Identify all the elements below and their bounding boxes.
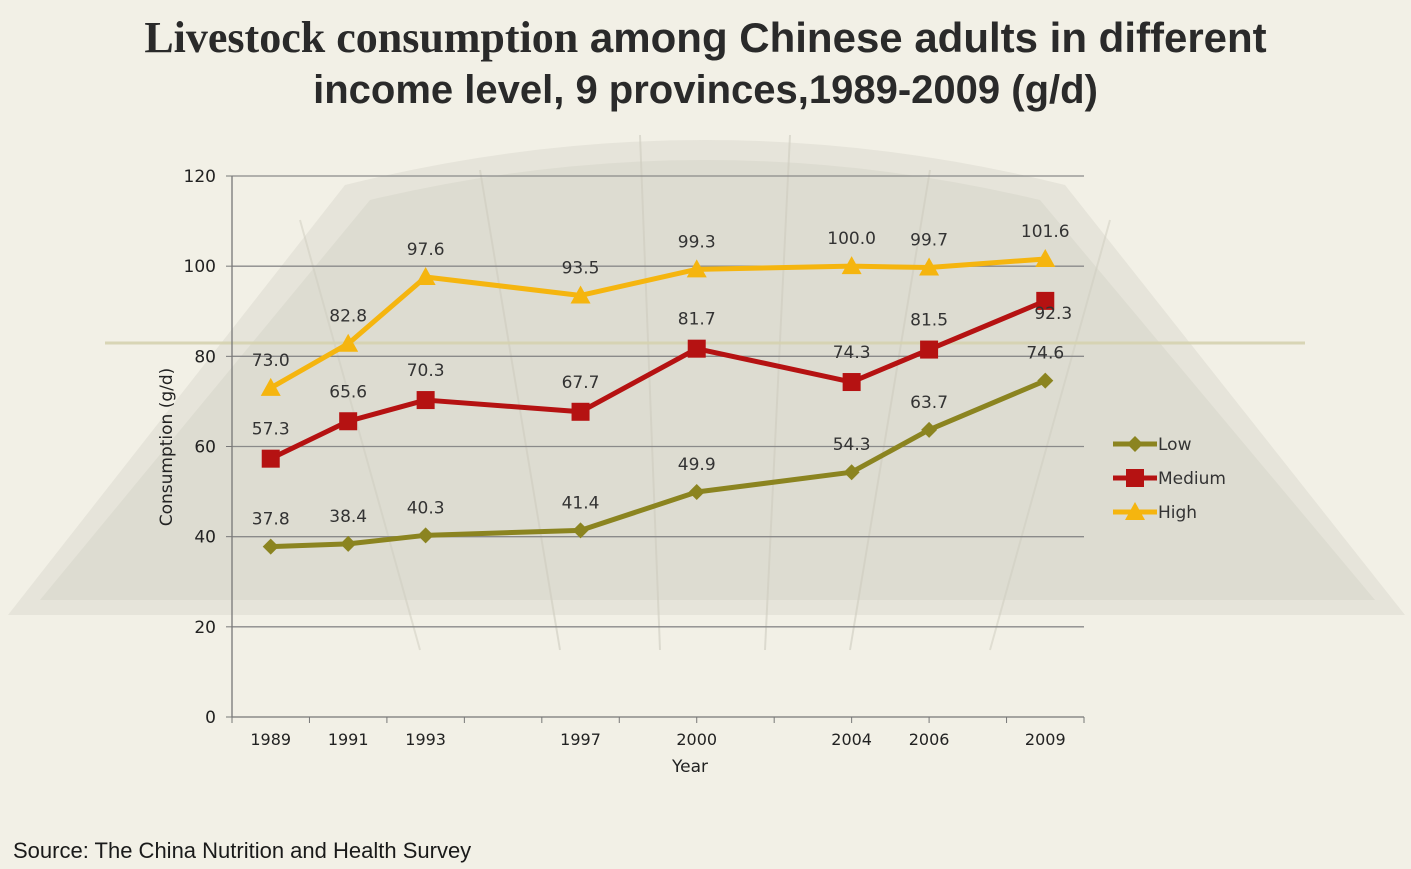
data-point	[1037, 372, 1054, 389]
data-point	[416, 391, 435, 410]
series-line	[270, 378, 1047, 550]
x-tick-label: 2006	[909, 730, 950, 749]
title-line-2: income level, 9 provinces,1989-2009 (g/d…	[313, 68, 1098, 112]
source-note: Source: The China Nutrition and Health S…	[13, 838, 472, 863]
x-tick-label: 1997	[560, 730, 601, 749]
data-point	[1035, 248, 1056, 267]
legend-item-high: High	[1113, 502, 1197, 523]
legend-label: Low	[1158, 435, 1192, 455]
data-label: 57.3	[252, 420, 290, 440]
data-label: 63.7	[910, 393, 948, 413]
legend-label: High	[1158, 503, 1197, 523]
data-label: 92.3	[1034, 304, 1072, 324]
data-point	[842, 373, 861, 392]
data-label: 99.7	[910, 231, 948, 251]
data-point	[417, 527, 434, 544]
x-tick-label: 2004	[831, 730, 872, 749]
data-label: 37.8	[252, 510, 290, 530]
data-point	[570, 285, 591, 304]
x-axis-label: Year	[671, 757, 708, 777]
data-label: 73.0	[252, 351, 290, 371]
data-label: 99.3	[678, 232, 716, 252]
data-label: 65.6	[329, 382, 367, 402]
data-point	[843, 464, 860, 481]
data-point	[262, 538, 279, 555]
x-tick-label: 1993	[405, 730, 446, 749]
data-point	[338, 333, 359, 352]
data-point	[572, 522, 589, 539]
data-label: 74.3	[833, 343, 871, 363]
data-point	[919, 257, 940, 276]
data-label: 38.4	[329, 507, 367, 527]
y-tick-label: 120	[184, 167, 216, 187]
data-label: 81.7	[678, 310, 716, 330]
data-label: 100.0	[827, 229, 876, 249]
data-point	[686, 259, 707, 278]
data-point	[1036, 291, 1055, 310]
y-tick-label: 100	[184, 257, 216, 277]
data-label: 82.8	[329, 307, 367, 327]
y-tick-label: 0	[205, 708, 216, 728]
data-point	[920, 340, 939, 359]
legend-marker	[1127, 436, 1143, 452]
data-label: 93.5	[562, 258, 600, 278]
data-label: 97.6	[407, 240, 445, 260]
data-label: 41.4	[562, 493, 600, 513]
data-label: 70.3	[407, 361, 445, 381]
data-label: 101.6	[1021, 222, 1070, 242]
series-low: 37.8 38.4 40.3 41.4 49.9 54.3 63.7 74.6	[252, 344, 1064, 555]
chart-title: Livestock consumption among Chinese adul…	[0, 12, 1411, 116]
data-label: 74.6	[1026, 344, 1064, 364]
data-point	[340, 535, 357, 552]
y-tick-label: 20	[194, 618, 216, 638]
series-high: 73.0 82.8 97.6 93.5 99.3 100.0 99.7 101.6	[252, 222, 1070, 396]
series-line	[269, 256, 1046, 391]
data-label: 81.5	[910, 311, 948, 331]
title-part-2: among Chinese adults in different	[578, 14, 1267, 61]
data-label: 40.3	[407, 498, 445, 518]
legend-label: Medium	[1158, 469, 1226, 489]
data-point	[688, 484, 705, 501]
series-line	[269, 298, 1047, 461]
data-label: 49.9	[678, 455, 716, 475]
data-point	[415, 266, 436, 285]
x-tick-label: 2009	[1025, 730, 1066, 749]
legend-item-medium: Medium	[1113, 469, 1226, 489]
data-point	[260, 377, 281, 396]
data-label: 67.7	[562, 373, 600, 393]
axes: 0 20 40 60 80 100 120 1989 1991 1993 1997 2000 2004 2…	[157, 167, 1085, 777]
y-tick-label: 80	[194, 347, 216, 367]
data-label: 54.3	[833, 435, 871, 455]
data-point	[571, 402, 590, 421]
x-tick-label: 1989	[250, 730, 291, 749]
data-point	[687, 339, 706, 358]
y-tick-label: 40	[194, 528, 216, 548]
data-point	[261, 449, 280, 468]
y-tick-label: 60	[194, 438, 216, 458]
legend-marker	[1126, 469, 1144, 487]
data-point	[921, 421, 938, 438]
data-point	[339, 412, 358, 431]
y-axis-label: Consumption (g/d)	[157, 368, 177, 527]
series-group: 37.8 38.4 40.3 41.4 49.9 54.3 63.7 74.6 57.3 65.6…	[252, 222, 1072, 555]
x-tick-label: 1991	[328, 730, 369, 749]
x-tick-label: 2000	[676, 730, 717, 749]
series-medium: 57.3 65.6 70.3 67.7 81.7 74.3 81.5 92.3	[252, 291, 1072, 468]
data-point	[841, 256, 862, 275]
legend-marker	[1125, 502, 1145, 520]
legend-item-low: Low	[1113, 435, 1192, 455]
title-part-1: Livestock consumption	[144, 13, 579, 62]
legend: Low Medium High	[1113, 435, 1226, 523]
